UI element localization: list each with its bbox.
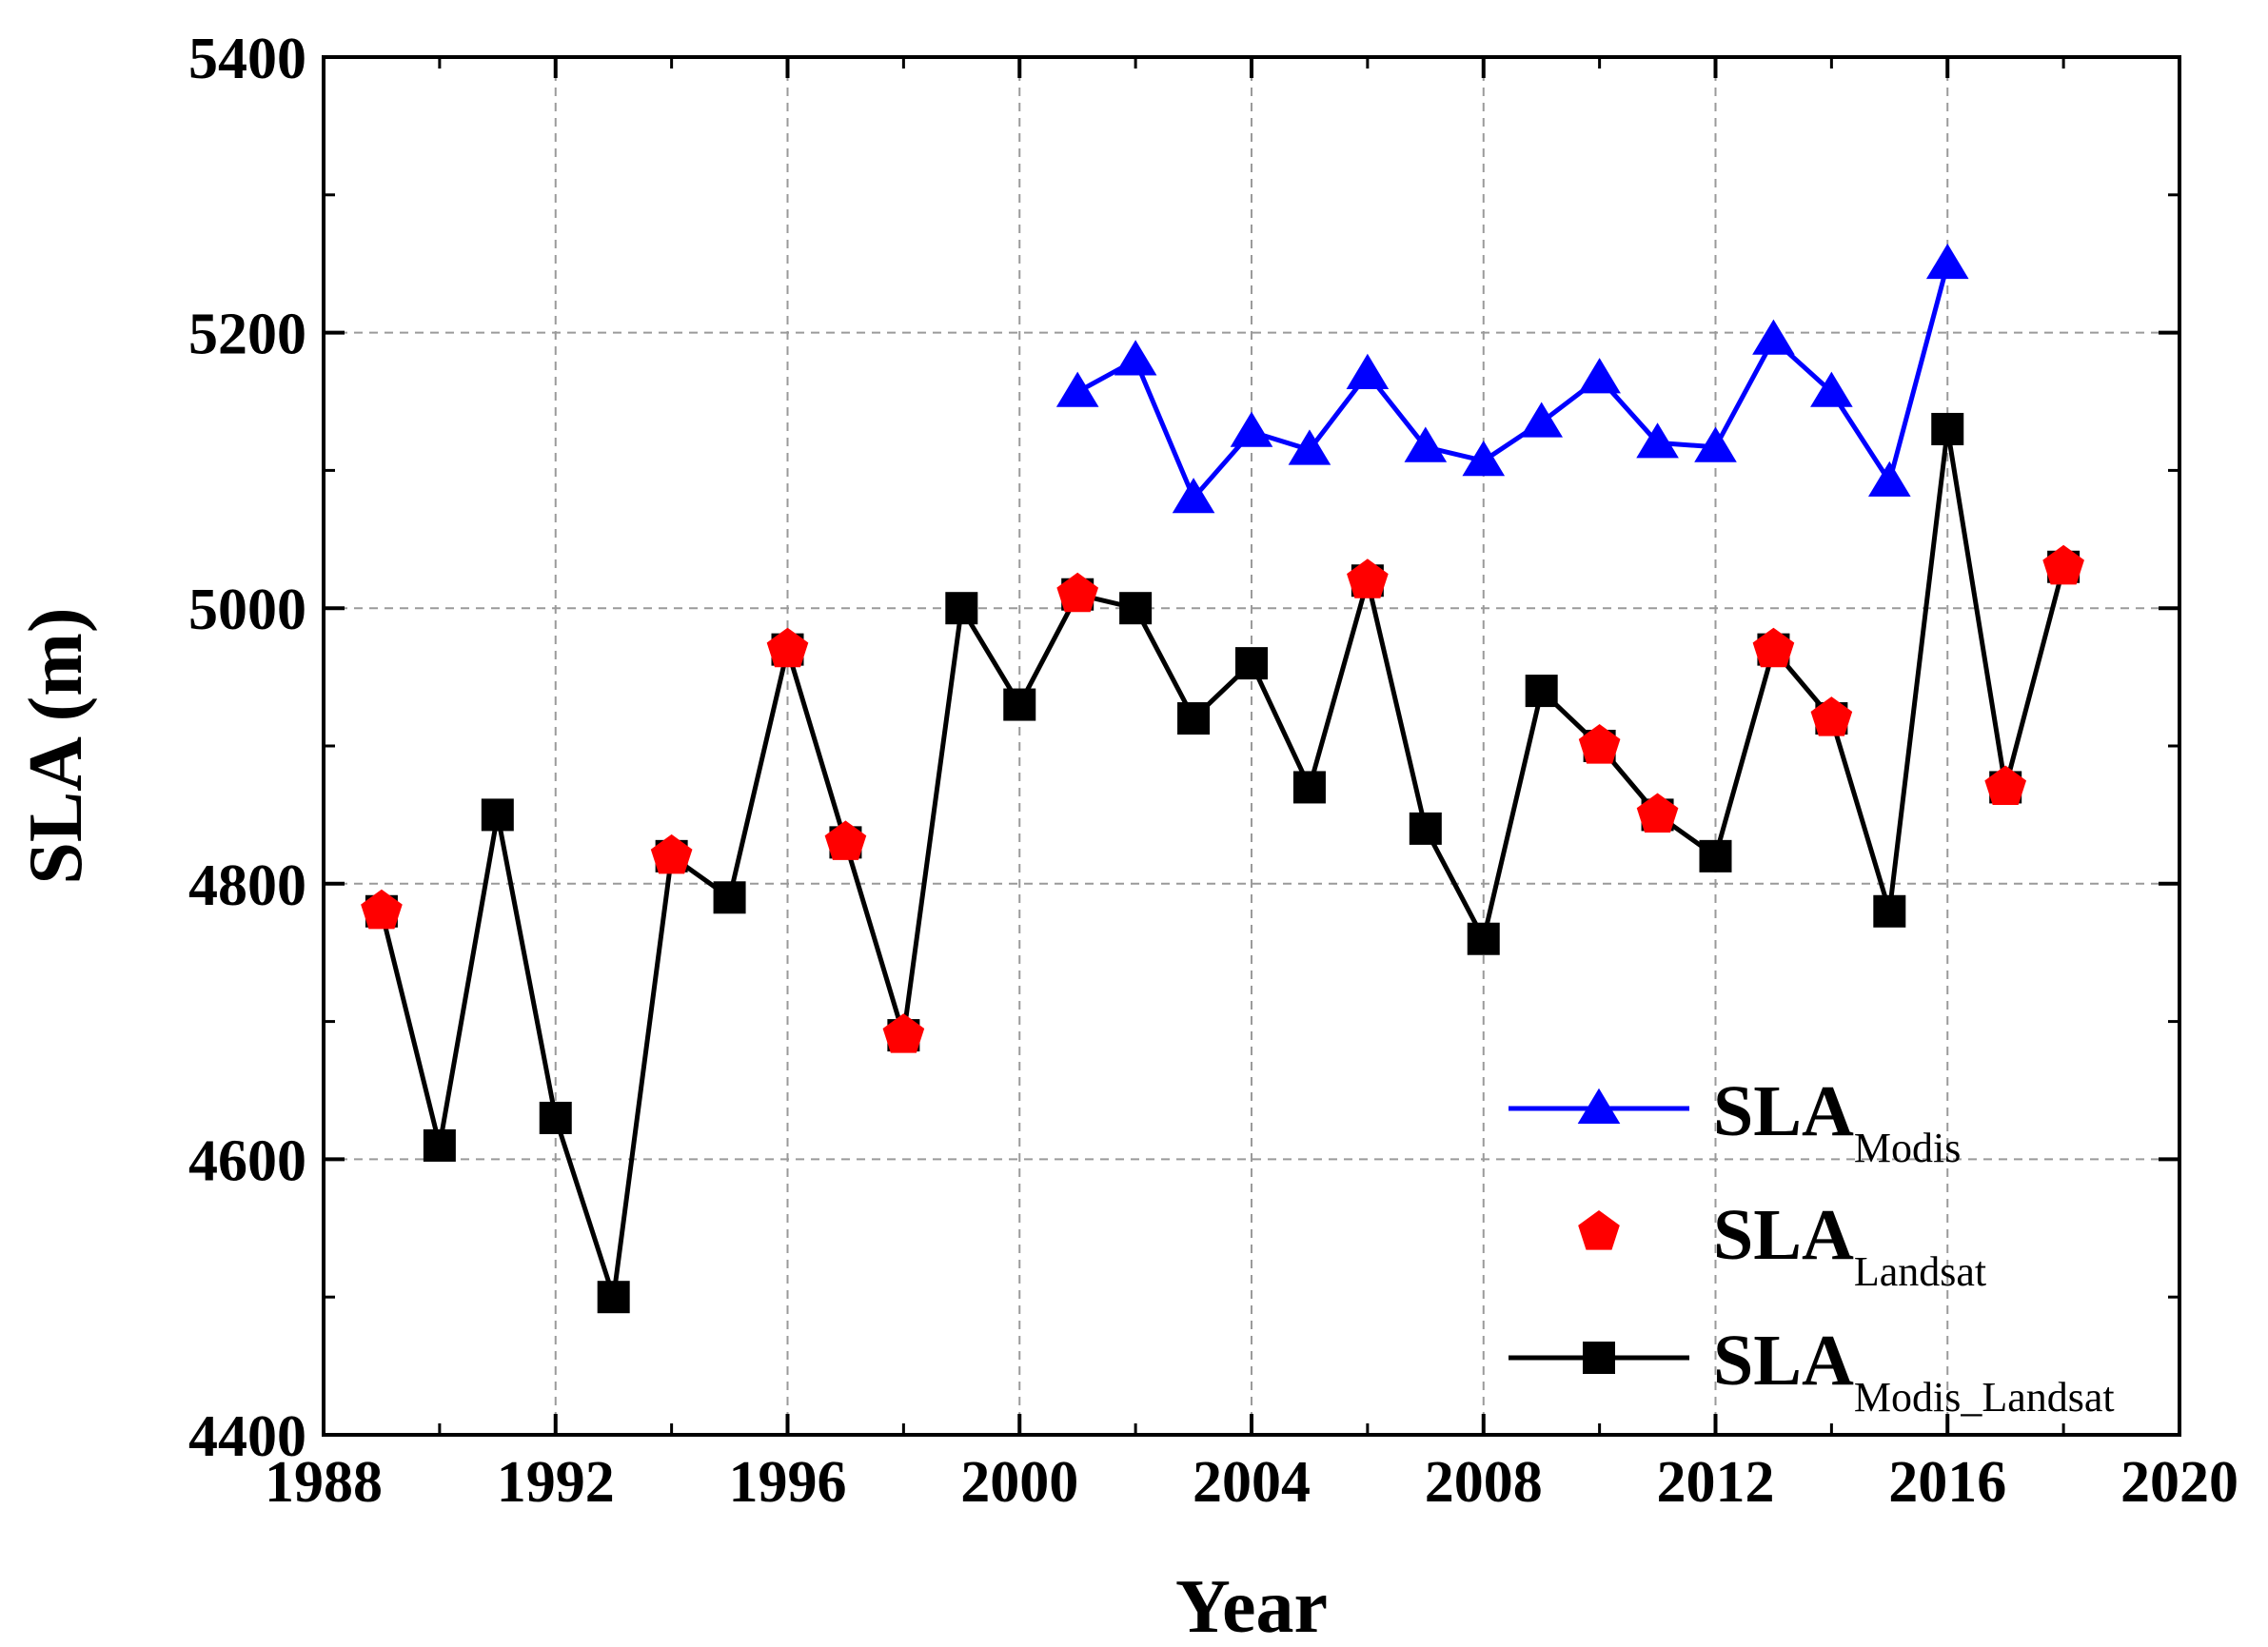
data-point-combined bbox=[1177, 702, 1211, 735]
data-point-combined bbox=[423, 1128, 456, 1162]
data-point-modis bbox=[1636, 422, 1679, 459]
x-tick-label: 2016 bbox=[1888, 1450, 2006, 1515]
data-point-landsat bbox=[2042, 544, 2084, 585]
x-tick-label: 1992 bbox=[497, 1450, 615, 1515]
x-tick-label: 1988 bbox=[265, 1450, 383, 1515]
data-point-modis bbox=[1694, 426, 1737, 462]
data-point-landsat bbox=[650, 833, 693, 874]
data-point-landsat bbox=[1984, 765, 2027, 806]
data-point-landsat bbox=[1752, 627, 1795, 668]
x-tick-label: 2008 bbox=[1425, 1450, 1543, 1515]
data-point-modis bbox=[1925, 243, 1969, 280]
data-point-modis bbox=[1462, 441, 1506, 477]
data-point-modis bbox=[1346, 353, 1390, 389]
legend-item-modis: SLAModis bbox=[1509, 1071, 1961, 1171]
data-point-combined bbox=[1235, 647, 1268, 680]
data-point-combined bbox=[1119, 592, 1153, 625]
y-tick-label: 5400 bbox=[188, 27, 306, 91]
data-point-combined bbox=[539, 1101, 572, 1134]
x-axis-title: Year bbox=[1175, 1565, 1328, 1647]
axis-ticks bbox=[322, 55, 2181, 1437]
grid-lines bbox=[324, 57, 2179, 1435]
data-point-modis bbox=[1055, 371, 1099, 407]
legend-marker-combined bbox=[1583, 1342, 1615, 1374]
legend-item-combined: SLAModis_Landsat bbox=[1509, 1321, 2115, 1421]
data-point-landsat bbox=[1347, 559, 1389, 598]
x-tick-label: 2000 bbox=[960, 1450, 1078, 1515]
data-point-modis bbox=[1868, 461, 1911, 497]
data-point-combined bbox=[597, 1281, 630, 1314]
data-point-combined bbox=[1409, 812, 1442, 845]
data-point-modis bbox=[1404, 426, 1448, 462]
legend-label-combined: SLAModis_Landsat bbox=[1713, 1321, 2115, 1421]
y-axis-title: SLA (m) bbox=[14, 607, 98, 884]
axis-tick-labels: 1988 1992 1996 2000 2004 2008 2012 2016 2020 4400… bbox=[188, 27, 2238, 1515]
data-point-combined bbox=[713, 881, 746, 914]
data-point-modis bbox=[1810, 371, 1853, 407]
x-tick-label: 2012 bbox=[1657, 1450, 1775, 1515]
data-point-landsat bbox=[824, 820, 867, 860]
data-point-landsat bbox=[882, 1013, 925, 1053]
legend-label-main: SLA bbox=[1713, 1321, 1854, 1401]
data-point-landsat bbox=[1056, 572, 1099, 613]
data-point-combined bbox=[481, 798, 514, 832]
data-point-landsat bbox=[1578, 724, 1621, 764]
legend-item-landsat: SLALandsat bbox=[1578, 1195, 1986, 1295]
data-point-landsat bbox=[361, 889, 403, 930]
data-point-combined bbox=[1003, 688, 1036, 721]
y-tick-label: 4800 bbox=[188, 853, 306, 918]
x-tick-label: 1996 bbox=[729, 1450, 847, 1515]
legend-label-subscript: Landsat bbox=[1854, 1248, 1986, 1295]
y-tick-label: 5000 bbox=[188, 578, 306, 642]
data-point-combined bbox=[1699, 839, 1732, 873]
legend-label-modis: SLAModis bbox=[1713, 1071, 1961, 1171]
series-markers bbox=[361, 243, 2084, 1314]
data-point-combined bbox=[1467, 922, 1500, 955]
data-point-modis bbox=[1578, 358, 1621, 394]
data-point-combined bbox=[1525, 675, 1558, 708]
legend-label-subscript: Modis bbox=[1854, 1125, 1961, 1171]
data-point-combined bbox=[1292, 771, 1326, 804]
legend-marker-landsat bbox=[1578, 1210, 1620, 1250]
data-point-combined bbox=[1931, 412, 1964, 445]
data-point-modis bbox=[1288, 429, 1331, 465]
legend-label-main: SLA bbox=[1713, 1071, 1854, 1151]
data-point-landsat bbox=[1636, 793, 1679, 833]
legend-label-subscript: Modis_Landsat bbox=[1854, 1374, 2115, 1421]
data-point-combined bbox=[1873, 894, 1906, 928]
legend-label-landsat: SLALandsat bbox=[1713, 1195, 1986, 1295]
y-tick-label: 4600 bbox=[188, 1128, 306, 1193]
legend-marker-modis bbox=[1577, 1088, 1621, 1124]
series-line-combined bbox=[379, 428, 2066, 1298]
data-point-modis bbox=[1520, 402, 1563, 438]
y-tick-label: 4400 bbox=[188, 1404, 306, 1469]
series-line-modis bbox=[1076, 263, 1950, 503]
data-point-landsat bbox=[766, 627, 809, 668]
y-tick-label: 5200 bbox=[188, 303, 306, 367]
data-point-modis bbox=[1752, 319, 1795, 355]
legend-label-main: SLA bbox=[1713, 1195, 1854, 1275]
data-point-modis bbox=[1114, 340, 1157, 376]
data-point-combined bbox=[945, 592, 978, 625]
data-point-modis bbox=[1230, 411, 1273, 447]
data-point-landsat bbox=[1810, 696, 1853, 736]
x-tick-label: 2004 bbox=[1193, 1450, 1311, 1515]
data-point-modis bbox=[1172, 478, 1215, 514]
x-tick-label: 2020 bbox=[2120, 1450, 2238, 1515]
